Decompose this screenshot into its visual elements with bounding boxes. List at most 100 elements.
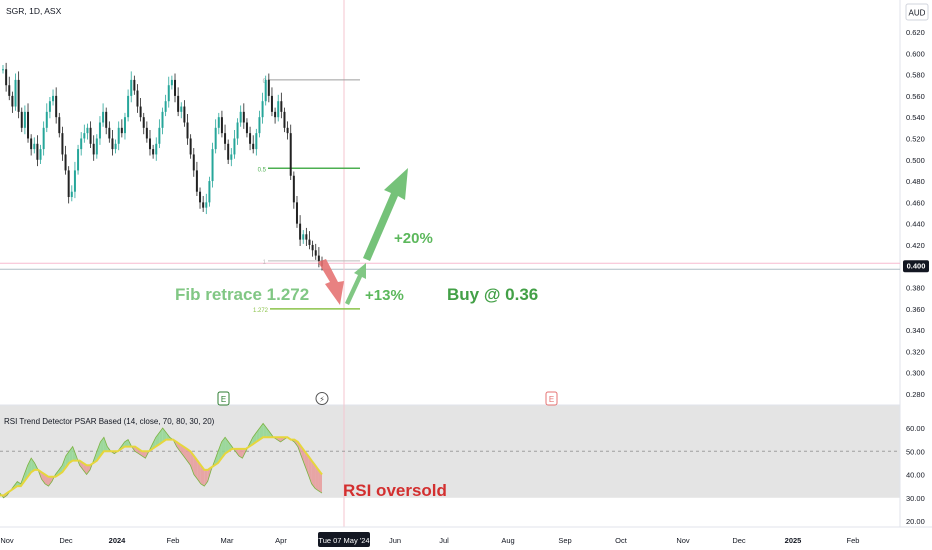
candle[interactable] (14, 73, 17, 111)
candle[interactable] (289, 124, 292, 180)
up-arrow-large[interactable] (363, 168, 408, 261)
candle[interactable] (230, 148, 233, 167)
candle[interactable] (314, 243, 317, 260)
candle[interactable] (267, 73, 270, 103)
candle[interactable] (55, 87, 58, 124)
candle[interactable] (2, 65, 4, 74)
candle[interactable] (89, 121, 92, 149)
rsi-title[interactable]: RSI Trend Detector PSAR Based (14, close… (4, 417, 215, 426)
candle[interactable] (252, 135, 255, 154)
candle[interactable] (98, 116, 101, 145)
candle[interactable] (158, 119, 161, 149)
price-axis[interactable]: 0.620 0.600 0.580 0.560 0.540 0.520 0.500 0.480… (906, 28, 925, 399)
candle[interactable] (27, 103, 30, 143)
candle[interactable] (255, 128, 258, 156)
candle[interactable] (170, 75, 173, 90)
candle[interactable] (52, 89, 55, 106)
candle[interactable] (20, 107, 23, 133)
candle[interactable] (195, 161, 198, 196)
candle[interactable] (283, 107, 286, 133)
candle[interactable] (261, 92, 264, 124)
candle[interactable] (258, 110, 261, 138)
candle[interactable] (292, 171, 295, 209)
fib-annotation[interactable]: Fib retrace 1.272 (175, 285, 309, 304)
rsi-oversold-annotation[interactable]: RSI oversold (343, 481, 447, 500)
candle[interactable] (117, 121, 120, 151)
candle[interactable] (183, 100, 186, 127)
candle[interactable] (5, 62, 8, 92)
candle[interactable] (136, 84, 139, 113)
candle[interactable] (11, 91, 14, 113)
candle[interactable] (202, 195, 205, 212)
candle[interactable] (277, 94, 280, 122)
candle[interactable] (155, 137, 158, 161)
candle[interactable] (45, 103, 48, 133)
candle[interactable] (220, 110, 223, 138)
candle[interactable] (274, 107, 277, 124)
candle[interactable] (270, 87, 273, 117)
candle[interactable] (239, 105, 242, 127)
candle[interactable] (77, 144, 80, 175)
candle[interactable] (83, 124, 86, 143)
candle[interactable] (102, 103, 105, 127)
buy-annotation[interactable]: Buy @ 0.36 (447, 285, 538, 304)
candle[interactable] (95, 134, 98, 159)
candle[interactable] (39, 144, 42, 165)
candle[interactable] (133, 75, 136, 95)
candle[interactable] (114, 139, 117, 154)
candle[interactable] (108, 121, 111, 143)
candle[interactable] (161, 107, 164, 135)
candle[interactable] (180, 102, 183, 119)
candle[interactable] (295, 195, 298, 228)
candle[interactable] (211, 142, 214, 188)
main-pane[interactable] (0, 0, 900, 405)
candle[interactable] (142, 112, 145, 135)
candle[interactable] (305, 227, 308, 247)
candle[interactable] (245, 118, 248, 138)
candle[interactable] (61, 126, 64, 161)
candle[interactable] (139, 98, 142, 122)
candle[interactable] (302, 230, 305, 244)
candle[interactable] (58, 112, 61, 138)
candle[interactable] (317, 247, 320, 268)
candle[interactable] (123, 112, 126, 140)
candle[interactable] (164, 94, 167, 117)
candle[interactable] (148, 129, 151, 156)
candle[interactable] (23, 105, 26, 135)
candle[interactable] (64, 145, 67, 175)
candle[interactable] (217, 112, 220, 135)
candle[interactable] (186, 113, 189, 145)
dividend-marker[interactable]: ⚡ (315, 392, 329, 405)
candle[interactable] (205, 193, 208, 215)
candle[interactable] (73, 161, 76, 199)
candle[interactable] (33, 137, 36, 154)
candle[interactable] (199, 187, 202, 209)
candle[interactable] (249, 126, 252, 151)
down-arrow[interactable] (318, 259, 344, 305)
up-arrow-small[interactable] (345, 263, 366, 305)
fib-retracement[interactable]: 0 0.5 1 1.272 (253, 79, 360, 314)
move-large-annotation[interactable]: +20% (394, 230, 433, 247)
candles[interactable] (2, 62, 323, 271)
candle[interactable] (177, 87, 180, 117)
rsi-axis[interactable]: 60.00 50.00 40.00 30.00 20.00 (906, 424, 925, 526)
move-small-annotation[interactable]: +13% (365, 287, 404, 304)
candle[interactable] (236, 118, 239, 145)
candle[interactable] (30, 134, 33, 156)
rsi-line[interactable] (0, 422, 323, 499)
candle[interactable] (130, 71, 133, 103)
candle[interactable] (92, 135, 95, 161)
candle[interactable] (242, 103, 245, 129)
candle[interactable] (17, 71, 20, 119)
candle[interactable] (311, 240, 314, 257)
candle[interactable] (105, 107, 108, 135)
candle[interactable] (42, 121, 45, 156)
future-earnings-marker[interactable]: E (545, 391, 558, 406)
candle[interactable] (8, 76, 11, 101)
earnings-marker[interactable]: E (217, 391, 230, 406)
candle[interactable] (227, 139, 230, 165)
candle[interactable] (111, 129, 114, 156)
candle[interactable] (208, 176, 211, 207)
candle[interactable] (70, 185, 73, 202)
candle[interactable] (214, 119, 217, 154)
